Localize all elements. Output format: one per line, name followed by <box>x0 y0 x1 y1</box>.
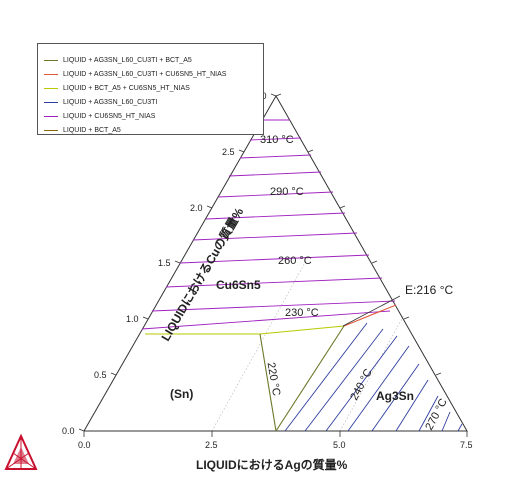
legend-entry: LIQUID + AG3SN_L60_CU3TI + CU6SN5_HT_NIA… <box>44 68 226 80</box>
isoline-a5 <box>371 363 420 432</box>
left-tick-label-1: 0.5 <box>94 370 107 380</box>
legend-label: LIQUID + AG3SN_L60_CU3TI + CU6SN5_HT_NIA… <box>63 70 227 78</box>
isotherm-label-260: 260 °C <box>278 255 312 267</box>
bottom-tick-label-1: 2.5 <box>205 440 218 450</box>
isoline-6 <box>205 212 346 220</box>
isoline-9 <box>165 277 383 288</box>
region-label-cu6sn5: Cu6Sn5 <box>216 278 261 292</box>
right-edge-ticks <box>275 93 442 376</box>
cu6sn5-ag3sn-boundary <box>343 304 397 327</box>
sn-ag3sn-boundary <box>275 325 345 432</box>
legend-entry: LIQUID + AG3SN_L60_CU3TI + BCT_A5 <box>44 54 192 66</box>
isoline-2 <box>249 137 302 141</box>
ag3sn-isotherms <box>284 322 463 432</box>
left-tick-label-0: 0.0 <box>62 426 75 436</box>
eutectic-label: E:216 °C <box>405 283 453 297</box>
left-tick-label-3: 1.5 <box>158 258 171 268</box>
legend-swatch <box>44 73 58 75</box>
isotherm-label-310: 310 °C <box>260 134 294 146</box>
isoline-3 <box>239 154 312 159</box>
legend-swatch <box>44 129 58 131</box>
legend-entry: LIQUID + BCT_A5 + CU6SN5_HT_NIAS <box>44 82 190 94</box>
legend-label: LIQUID + CU6SN5_HT_NIAS <box>63 112 156 120</box>
region-label-ag3sn: Ag3Sn <box>376 389 414 403</box>
isotherm-label-230: 230 °C <box>285 307 319 319</box>
left-axis-ticks <box>78 93 277 432</box>
isotherm-label-220: 220 °C <box>265 361 283 396</box>
isoline-8 <box>179 254 370 264</box>
isoline-a2 <box>304 328 384 432</box>
isoline-a8 <box>441 411 451 432</box>
legend-entry: LIQUID + BCT_A5 <box>44 124 121 136</box>
legend-label: LIQUID + AG3SN_L60_CU3TI + BCT_A5 <box>63 56 192 64</box>
isoline-a7 <box>418 395 439 432</box>
legend-entry: LIQUID + AG3SN_L60_CU3TI <box>44 96 157 108</box>
legend-label: LIQUID + BCT_A5 + CU6SN5_HT_NIAS <box>63 84 190 92</box>
sn-cu6sn5-boundary-2 <box>259 333 277 432</box>
isoline-11 <box>141 310 391 330</box>
left-tick-label-5: 2.5 <box>222 147 235 157</box>
isoline-a3 <box>325 335 398 432</box>
legend-swatch <box>44 87 58 89</box>
isoline-a9 <box>457 423 463 432</box>
isoline-10 <box>151 300 396 312</box>
bottom-tick-label-0: 0.0 <box>78 440 91 450</box>
thermo-calc-logo-icon <box>4 433 38 470</box>
isotherm-label-290: 290 °C <box>270 186 304 198</box>
legend-label: LIQUID + BCT_A5 <box>63 126 121 134</box>
legend-label: LIQUID + AG3SN_L60_CU3TI <box>63 98 158 106</box>
legend-swatch <box>44 101 58 103</box>
region-label-sn: (Sn) <box>170 387 193 401</box>
eutectic-arrow <box>342 295 401 327</box>
left-tick-label-2: 1.0 <box>126 314 139 324</box>
legend-swatch <box>44 59 58 61</box>
isoline-a6 <box>395 379 429 432</box>
isotherm-label-240: 240 °C <box>348 367 374 402</box>
bottom-tick-label-3: 7.5 <box>460 440 473 450</box>
isoline-5 <box>217 191 334 198</box>
legend-entry: LIQUID + CU6SN5_HT_NIAS <box>44 110 155 122</box>
legend: LIQUID + AG3SN_L60_CU3TI + BCT_A5 LIQUID… <box>37 43 264 135</box>
bottom-axis-ticks <box>83 431 468 437</box>
isoline-a4 <box>347 345 410 432</box>
isoline-a1 <box>284 322 368 432</box>
bottom-axis-title: LIQUIDにおけるAgの質量% <box>196 457 348 472</box>
cu6sn5-isotherms <box>141 119 396 330</box>
isotherm-label-270: 270 °C <box>423 397 449 432</box>
legend-swatch <box>44 115 58 117</box>
phase-boundaries <box>145 304 397 432</box>
isoline-4 <box>228 171 322 177</box>
left-tick-label-4: 2.0 <box>190 203 203 213</box>
isoline-7 <box>192 232 358 241</box>
bottom-tick-label-2: 5.0 <box>333 440 346 450</box>
